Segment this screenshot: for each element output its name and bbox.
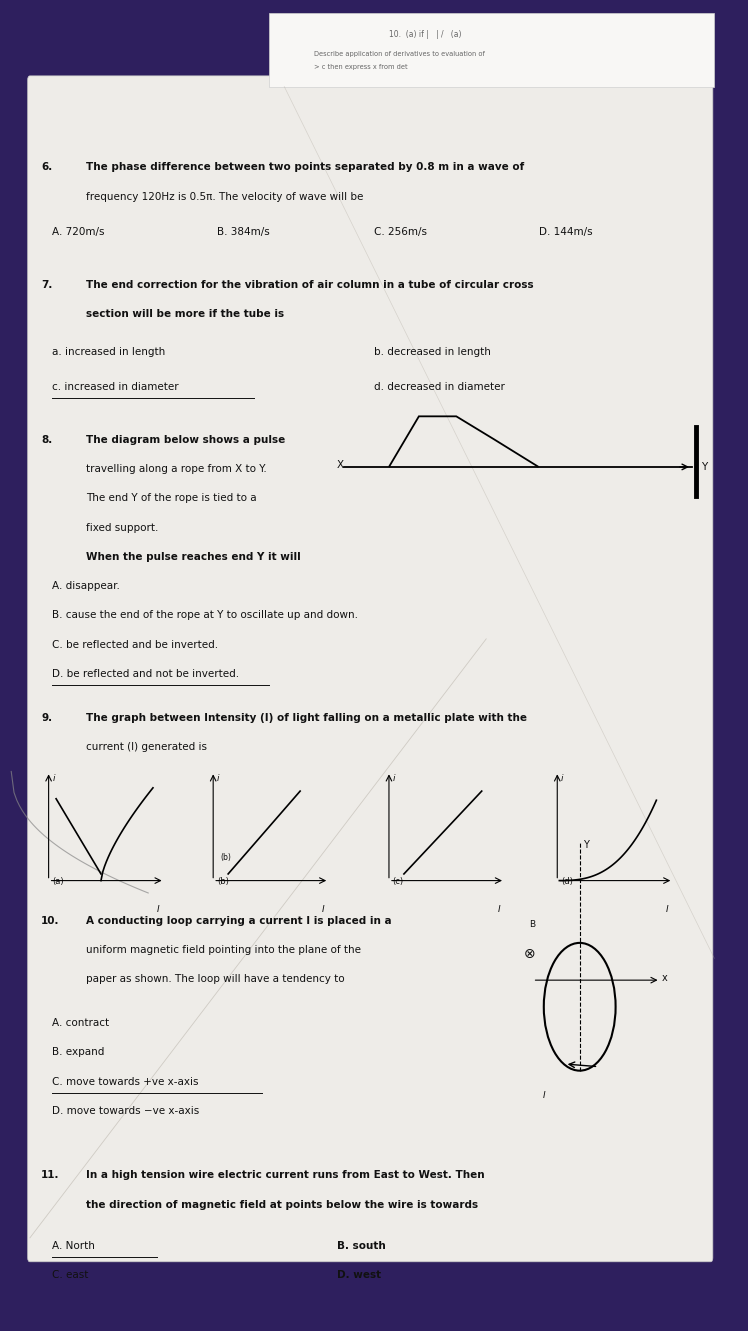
- Text: I: I: [322, 905, 325, 913]
- Text: (b): (b): [217, 877, 229, 885]
- Text: c. increased in diameter: c. increased in diameter: [52, 382, 179, 393]
- Text: I: I: [157, 905, 160, 913]
- Text: b. decreased in length: b. decreased in length: [374, 347, 491, 357]
- Text: i: i: [393, 775, 395, 783]
- Text: I: I: [497, 905, 500, 913]
- Text: The diagram below shows a pulse: The diagram below shows a pulse: [86, 435, 285, 445]
- Text: B: B: [530, 920, 536, 929]
- Text: Y: Y: [701, 462, 707, 471]
- Text: uniform magnetic field pointing into the plane of the: uniform magnetic field pointing into the…: [86, 945, 361, 956]
- FancyBboxPatch shape: [28, 76, 713, 1262]
- Text: d. decreased in diameter: d. decreased in diameter: [374, 382, 505, 393]
- Text: The phase difference between two points separated by 0.8 m in a wave of: The phase difference between two points …: [86, 162, 524, 173]
- Text: X: X: [337, 461, 344, 470]
- Text: D. 144m/s: D. 144m/s: [539, 226, 592, 237]
- Text: 11.: 11.: [41, 1170, 60, 1181]
- Text: i: i: [217, 775, 219, 783]
- Text: paper as shown. The loop will have a tendency to: paper as shown. The loop will have a ten…: [86, 974, 345, 985]
- Text: I: I: [666, 905, 669, 913]
- Text: C. east: C. east: [52, 1270, 89, 1280]
- Text: a. increased in length: a. increased in length: [52, 347, 165, 357]
- Text: > c then express x from det: > c then express x from det: [314, 64, 408, 71]
- Text: Describe application of derivatives to evaluation of: Describe application of derivatives to e…: [314, 51, 485, 57]
- Text: 8.: 8.: [41, 435, 52, 445]
- Text: the direction of magnetic field at points below the wire is towards: the direction of magnetic field at point…: [86, 1199, 478, 1210]
- Text: D. move towards −ve x-axis: D. move towards −ve x-axis: [52, 1106, 200, 1117]
- Text: B. expand: B. expand: [52, 1047, 105, 1058]
- Text: A. 720m/s: A. 720m/s: [52, 226, 105, 237]
- Text: x: x: [662, 973, 668, 984]
- Text: C. move towards +ve x-axis: C. move towards +ve x-axis: [52, 1077, 199, 1087]
- Text: The graph between Intensity (Ι) of light falling on a metallic plate with the: The graph between Intensity (Ι) of light…: [86, 713, 527, 723]
- Text: D. west: D. west: [337, 1270, 381, 1280]
- Text: 6.: 6.: [41, 162, 52, 173]
- Text: i: i: [561, 775, 563, 783]
- Text: i: i: [52, 775, 55, 783]
- Text: ⊗: ⊗: [524, 946, 536, 961]
- Text: When the pulse reaches end Y it will: When the pulse reaches end Y it will: [86, 552, 301, 562]
- Text: B. south: B. south: [337, 1240, 385, 1251]
- Text: I: I: [542, 1090, 545, 1099]
- Text: C. 256m/s: C. 256m/s: [374, 226, 427, 237]
- Text: A. contract: A. contract: [52, 1018, 109, 1029]
- Text: section will be more if the tube is: section will be more if the tube is: [86, 309, 284, 319]
- Text: A conducting loop carrying a current I is placed in a: A conducting loop carrying a current I i…: [86, 916, 392, 926]
- Text: travelling along a rope from X to Y.: travelling along a rope from X to Y.: [86, 465, 267, 474]
- Text: B. cause the end of the rope at Y to oscillate up and down.: B. cause the end of the rope at Y to osc…: [52, 611, 358, 620]
- Text: The end correction for the vibration of air column in a tube of circular cross: The end correction for the vibration of …: [86, 280, 533, 290]
- Text: In a high tension wire electric current runs from East to West. Then: In a high tension wire electric current …: [86, 1170, 485, 1181]
- Text: current (I) generated is: current (I) generated is: [86, 743, 207, 752]
- Text: 7.: 7.: [41, 280, 52, 290]
- Text: B. 384m/s: B. 384m/s: [217, 226, 270, 237]
- Text: 10.: 10.: [41, 916, 60, 926]
- Text: Y: Y: [583, 840, 589, 851]
- Text: (a): (a): [52, 877, 64, 885]
- Text: (b): (b): [221, 853, 232, 862]
- Text: fixed support.: fixed support.: [86, 523, 159, 532]
- Text: (d): (d): [561, 877, 573, 885]
- Text: The end Y of the rope is tied to a: The end Y of the rope is tied to a: [86, 494, 257, 503]
- Text: 9.: 9.: [41, 713, 52, 723]
- Text: 10.  (a) if |   | /   (a): 10. (a) if | | / (a): [389, 31, 462, 40]
- Text: (c): (c): [393, 877, 404, 885]
- Text: D. be reflected and not be inverted.: D. be reflected and not be inverted.: [52, 669, 239, 679]
- Text: C. be reflected and be inverted.: C. be reflected and be inverted.: [52, 640, 218, 650]
- Text: A. disappear.: A. disappear.: [52, 582, 120, 591]
- Text: A. North: A. North: [52, 1240, 95, 1251]
- Text: frequency 120Hz is 0.5π. The velocity of wave will be: frequency 120Hz is 0.5π. The velocity of…: [86, 192, 364, 202]
- FancyBboxPatch shape: [269, 13, 714, 87]
